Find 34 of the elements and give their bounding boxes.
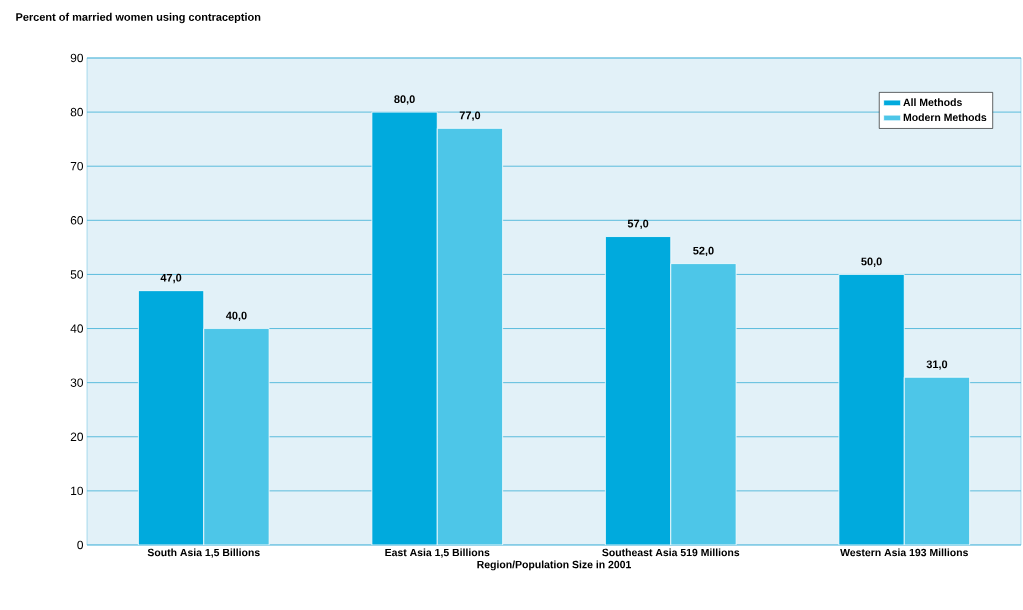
bar — [903, 376, 971, 545]
data-label: 47,0 — [160, 273, 182, 284]
data-label: 50,0 — [861, 257, 882, 267]
data-label: 57,0 — [627, 219, 649, 230]
x-axis-title: Region/Population Size in 2001 — [477, 560, 632, 571]
x-tick-label: East Asia 1,5 Billions — [385, 548, 490, 558]
data-label: 31,0 — [926, 360, 948, 370]
bar — [436, 127, 504, 545]
x-tick-label: South Asia 1,5 Billions — [147, 548, 260, 558]
legend-label: Modern Methods — [903, 113, 987, 122]
bar — [838, 274, 905, 545]
chart-title: Percent of married women using contraception — [16, 12, 261, 24]
bar — [203, 328, 270, 545]
x-tick-label: Western Asia 193 Millions — [840, 548, 968, 557]
y-tick-label: 70 — [70, 161, 84, 171]
y-tick-label: 10 — [71, 486, 84, 496]
y-tick-label: 0 — [77, 540, 84, 550]
bar — [137, 290, 205, 545]
y-tick-label: 60 — [70, 216, 84, 225]
bar — [670, 263, 737, 545]
data-label: 77,0 — [459, 111, 481, 121]
y-tick-label: 80 — [70, 107, 84, 117]
y-tick-label: 40 — [70, 324, 84, 333]
bar — [604, 236, 672, 545]
legend-label: All Methods — [903, 98, 962, 107]
y-tick-label: 50 — [70, 270, 84, 279]
data-label: 80,0 — [394, 95, 415, 105]
y-tick-label: 30 — [70, 378, 84, 387]
data-label: 40,0 — [225, 311, 247, 322]
bar — [371, 111, 438, 545]
x-tick-label: Southeast Asia 519 Millions — [602, 548, 740, 557]
y-tick-label: 20 — [70, 432, 84, 441]
y-tick-label: 90 — [70, 53, 84, 63]
data-label: 52,0 — [693, 246, 714, 257]
